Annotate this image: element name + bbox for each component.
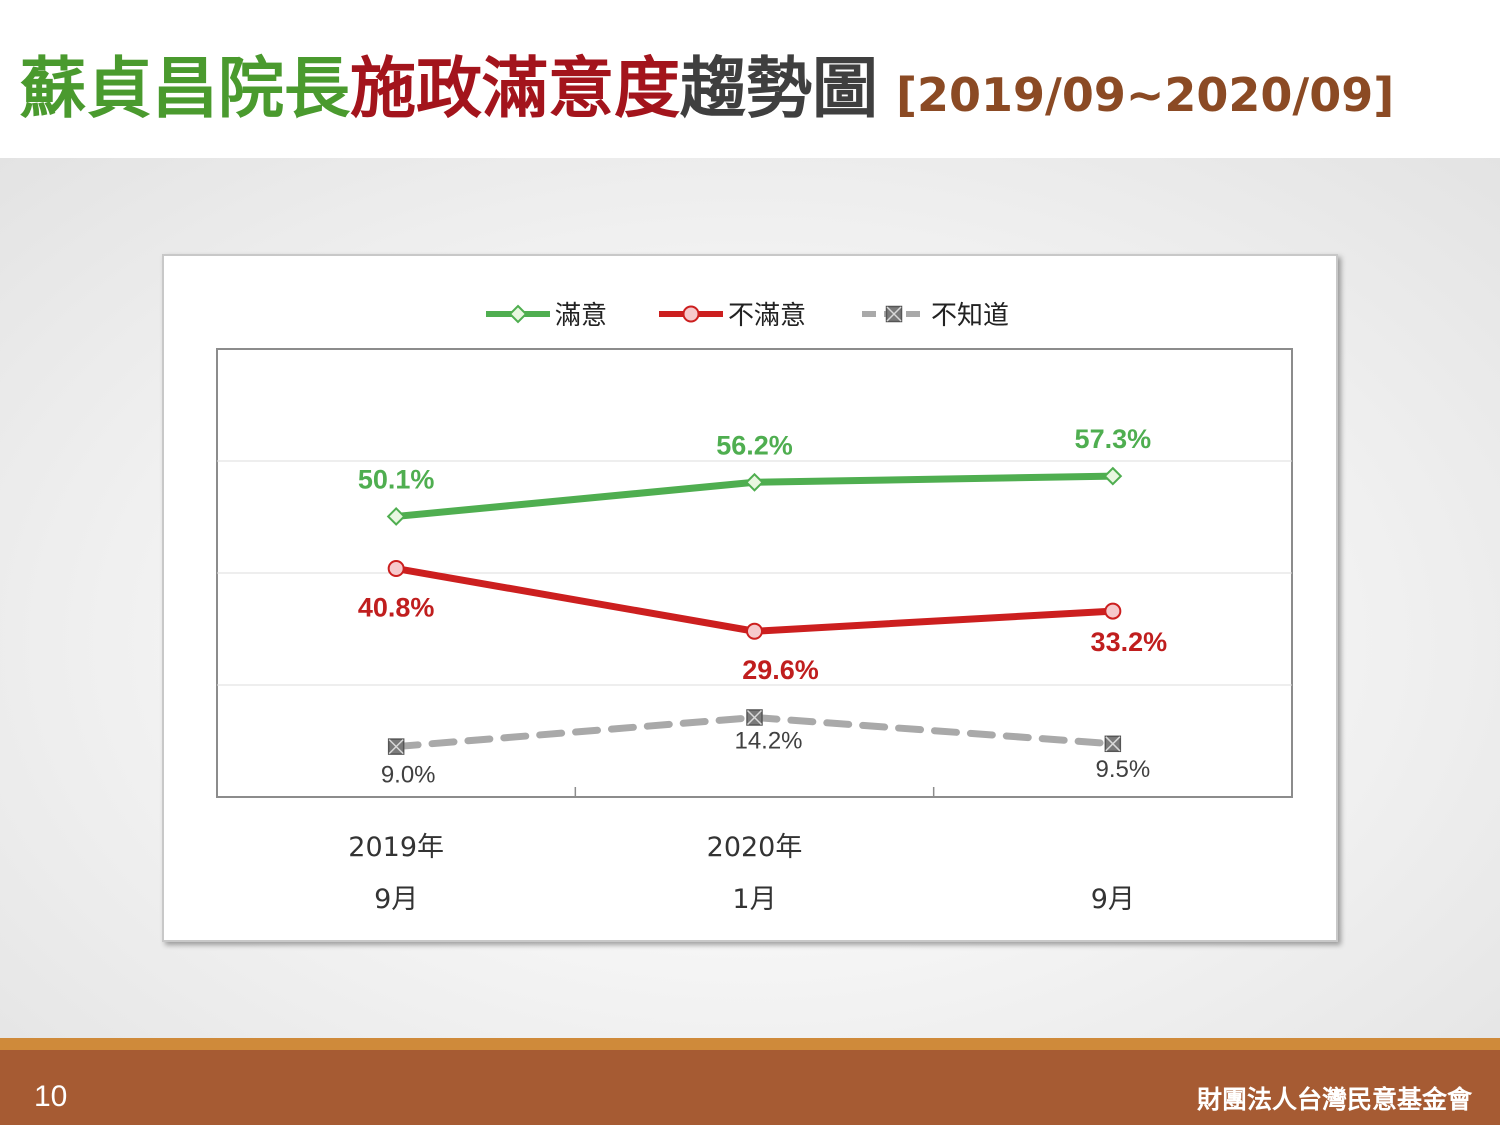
x-tick-label-month: 9月: [1091, 884, 1135, 915]
data-label: 9.0%: [381, 762, 436, 789]
data-label: 9.5%: [1095, 756, 1150, 783]
data-point-marker: [508, 304, 528, 324]
footer-bar: 10 財團法人台灣民意基金會: [0, 1038, 1500, 1125]
organization-name: 財團法人台灣民意基金會: [1196, 1085, 1472, 1114]
data-label: 14.2%: [734, 727, 802, 754]
title-suffix: 趨勢圖: [680, 50, 878, 127]
data-label: 40.8%: [358, 593, 435, 623]
title-topic: 施政滿意度: [350, 50, 680, 127]
x-tick-label-month: 1月: [732, 884, 776, 915]
data-point-marker: [1103, 466, 1123, 486]
title-period: [2019/09~2020/09]: [896, 68, 1395, 122]
data-point-marker: [746, 622, 763, 640]
data-point-marker-cross: [1105, 736, 1121, 752]
data-point-marker: [745, 472, 764, 492]
data-point-marker-cross: [388, 739, 404, 755]
x-tick-label-year: 2020年: [707, 832, 803, 863]
legend-label: 不知道: [931, 301, 1009, 331]
data-point-marker-cross: [886, 306, 902, 322]
legend-label: 滿意: [555, 301, 607, 331]
legend-label: 不滿意: [728, 301, 806, 331]
title-subject: 蘇貞昌院長: [20, 50, 350, 127]
data-point-marker: [386, 507, 406, 526]
data-point-marker-cross: [746, 709, 763, 726]
data-label: 56.2%: [716, 430, 793, 460]
data-point-marker: [1104, 602, 1122, 620]
data-label: 50.1%: [358, 464, 435, 494]
data-point-marker: [682, 305, 700, 323]
slide-title: 蘇貞昌院長施政滿意度趨勢圖 [2019/09~2020/09]: [20, 44, 1394, 140]
x-tick-label-year: 2019年: [348, 832, 444, 863]
data-label: 33.2%: [1091, 627, 1168, 657]
page-number: 10: [34, 1080, 68, 1113]
chart-panel: 2019年 9月 2020年 1月 9月 滿意 不滿意 不知道 50.1% 56.2% 57.3% 4…: [162, 254, 1338, 942]
line-chart: 2019年 9月 2020年 1月 9月 滿意 不滿意 不知道 50.1% 56.2% 57.3% 4…: [216, 301, 1293, 915]
data-label: 29.6%: [742, 655, 819, 685]
title-bar: 蘇貞昌院長施政滿意度趨勢圖 [2019/09~2020/09]: [0, 0, 1500, 158]
data-label: 57.3%: [1075, 424, 1152, 454]
x-tick-label-month: 9月: [374, 884, 418, 915]
data-point-marker: [387, 560, 405, 578]
